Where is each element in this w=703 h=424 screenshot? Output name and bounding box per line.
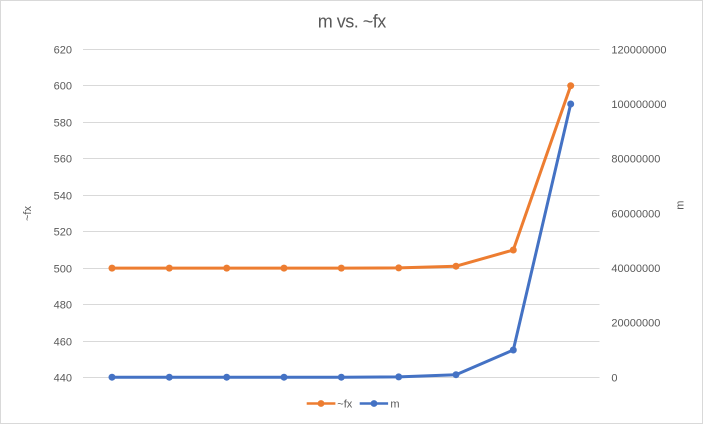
- svg-text:80000000: 80000000: [611, 154, 660, 166]
- svg-text:560: 560: [54, 153, 72, 165]
- svg-text:m vs. ~fx: m vs. ~fx: [318, 12, 387, 32]
- svg-text:120000000: 120000000: [611, 44, 666, 56]
- svg-text:~fx: ~fx: [337, 398, 352, 410]
- svg-text:m: m: [390, 398, 399, 410]
- svg-text:~fx: ~fx: [22, 206, 34, 221]
- svg-text:460: 460: [54, 336, 72, 348]
- svg-text:0: 0: [611, 372, 617, 384]
- svg-text:m: m: [674, 201, 686, 210]
- svg-text:500: 500: [54, 263, 72, 275]
- svg-text:620: 620: [54, 44, 72, 56]
- svg-text:480: 480: [54, 299, 72, 311]
- svg-text:20000000: 20000000: [611, 318, 660, 330]
- svg-text:440: 440: [54, 372, 72, 384]
- svg-text:60000000: 60000000: [611, 208, 660, 220]
- svg-text:580: 580: [54, 117, 72, 129]
- svg-text:100000000: 100000000: [611, 99, 666, 111]
- svg-text:600: 600: [54, 80, 72, 92]
- svg-text:40000000: 40000000: [611, 263, 660, 275]
- svg-text:520: 520: [54, 226, 72, 238]
- svg-text:540: 540: [54, 190, 72, 202]
